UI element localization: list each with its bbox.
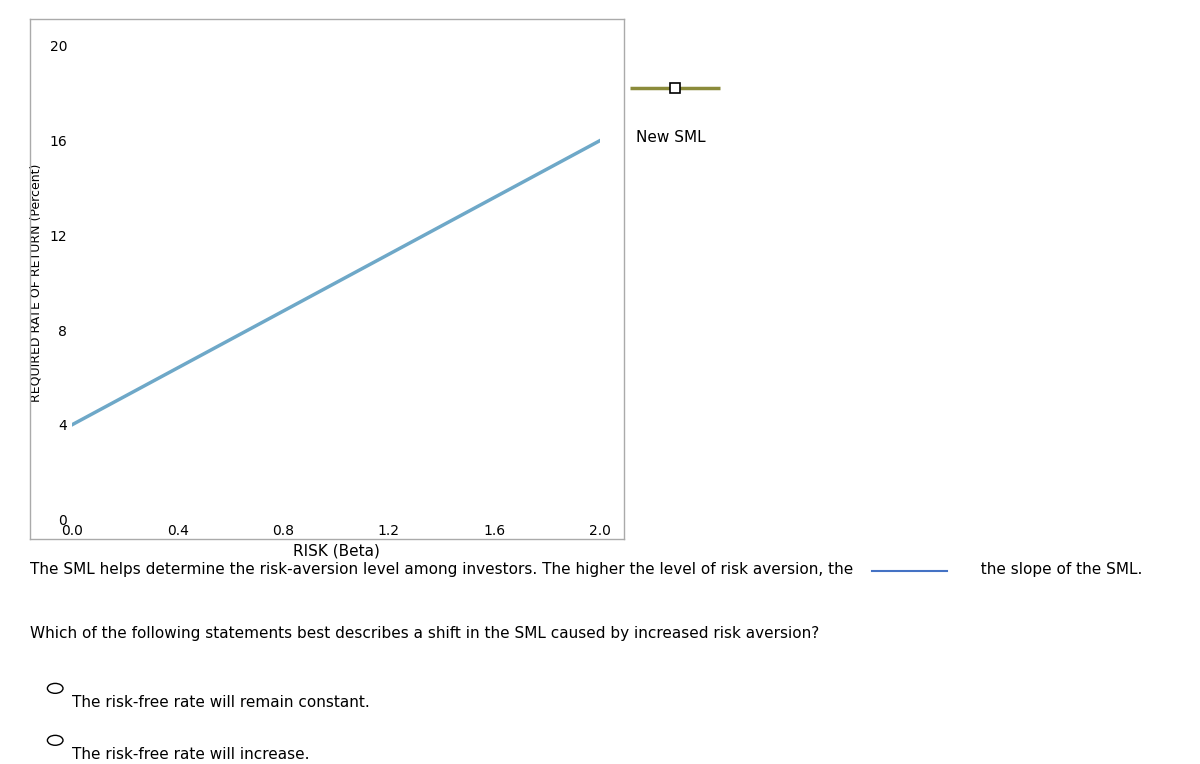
Text: Which of the following statements best describes a shift in the SML caused by in: Which of the following statements best d… (30, 626, 820, 642)
X-axis label: RISK (Beta): RISK (Beta) (293, 544, 379, 559)
Text: The risk-free rate will remain constant.: The risk-free rate will remain constant. (72, 695, 370, 711)
Text: The SML helps determine the risk-aversion level among investors. The higher the : The SML helps determine the risk-aversio… (30, 562, 853, 577)
Text: New SML: New SML (636, 130, 706, 145)
Text: The risk-free rate will increase.: The risk-free rate will increase. (72, 747, 310, 762)
Polygon shape (949, 573, 960, 585)
Y-axis label: REQUIRED RATE OF RETURN (Percent): REQUIRED RATE OF RETURN (Percent) (30, 163, 42, 402)
Text: the slope of the SML.: the slope of the SML. (971, 562, 1142, 577)
